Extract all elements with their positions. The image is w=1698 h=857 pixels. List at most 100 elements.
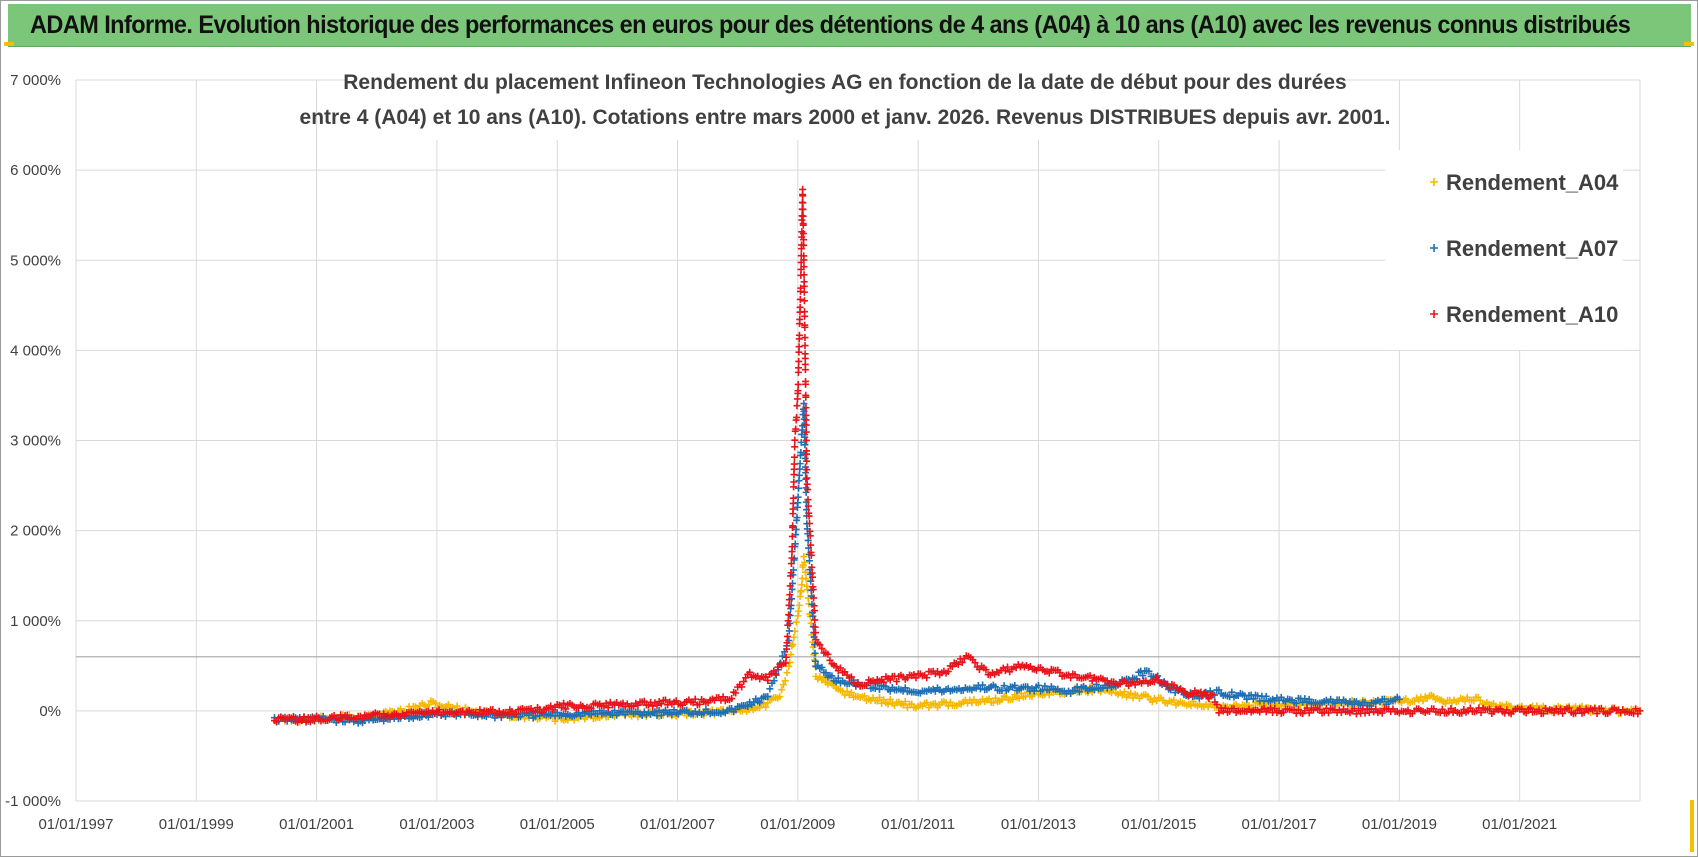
data-point: [1526, 704, 1534, 712]
x-tick-label: 01/01/2007: [640, 816, 715, 833]
data-point: [1430, 310, 1438, 318]
data-point: [453, 702, 461, 710]
data-point: [495, 707, 503, 715]
data-point: [562, 705, 570, 713]
data-point: [804, 502, 812, 510]
title-background: [345, 62, 1345, 140]
data-point: [1001, 667, 1009, 675]
data-point: [770, 677, 778, 685]
data-point: [991, 683, 999, 691]
data-point: [1139, 672, 1147, 680]
data-point: [1419, 697, 1427, 705]
data-point: [449, 703, 457, 711]
data-point: [884, 700, 892, 708]
data-point: [1075, 688, 1083, 696]
data-point: [793, 402, 801, 410]
data-point: [1466, 704, 1474, 712]
data-point: [875, 694, 883, 702]
data-point: [611, 707, 619, 715]
data-point: [785, 611, 793, 619]
data-point: [810, 607, 818, 615]
data-point: [799, 212, 807, 220]
data-point: [971, 659, 979, 667]
data-point: [1067, 674, 1075, 682]
legend-label: Rendement_A04: [1446, 170, 1619, 195]
data-point: [787, 651, 795, 659]
data-point: [728, 695, 736, 703]
plot-series: [271, 185, 1644, 727]
data-point: [854, 679, 862, 687]
data-point: [799, 192, 807, 200]
data-point: [334, 716, 342, 724]
y-axis-ticks: -1 000% 0% 1 000% 2 000% 3 000% 4 000% 5 000% 6…: [5, 72, 61, 810]
data-point: [1636, 707, 1644, 715]
data-point: [300, 713, 308, 721]
data-point: [1041, 682, 1049, 690]
data-point: [1477, 709, 1485, 717]
data-point: [1430, 244, 1438, 252]
data-point: [1262, 692, 1270, 700]
data-point: [764, 692, 772, 700]
data-point: [818, 663, 826, 671]
data-point: [795, 364, 803, 372]
data-point: [790, 633, 798, 641]
data-point: [557, 703, 565, 711]
data-point: [662, 706, 670, 714]
data-point: [425, 701, 433, 709]
data-point: [954, 660, 962, 668]
data-point: [788, 585, 796, 593]
data-point: [786, 582, 794, 590]
x-tick-label: 01/01/2019: [1362, 816, 1437, 833]
data-point: [800, 407, 808, 415]
data-point: [1507, 702, 1515, 710]
x-tick-label: 01/01/2001: [279, 816, 354, 833]
data-point: [1189, 690, 1197, 698]
data-point: [790, 453, 798, 461]
data-point: [944, 667, 952, 675]
data-point: [1045, 669, 1053, 677]
data-point: [804, 486, 812, 494]
data-point: [806, 519, 814, 527]
series-Rendement_A04: [271, 553, 1644, 726]
data-point: [341, 718, 349, 726]
data-point: [719, 693, 727, 701]
data-point: [796, 295, 804, 303]
data-point: [1632, 705, 1640, 713]
data-point: [809, 612, 817, 620]
data-point: [958, 658, 966, 666]
data-point: [762, 703, 770, 711]
data-point: [899, 701, 907, 709]
data-point: [306, 718, 314, 726]
data-point: [805, 512, 813, 520]
data-point: [1150, 678, 1158, 686]
data-point: [1271, 705, 1279, 713]
data-point: [797, 438, 805, 446]
data-point: [778, 686, 786, 694]
data-point: [801, 366, 809, 374]
y-tick-label: 6 000%: [10, 162, 61, 179]
data-point: [847, 689, 855, 697]
x-tick-label: 01/01/2011: [881, 816, 955, 833]
data-point: [1522, 709, 1530, 717]
data-point: [795, 331, 803, 339]
data-point: [1030, 687, 1038, 695]
data-point: [779, 681, 787, 689]
data-point: [779, 652, 787, 660]
data-point: [803, 457, 811, 465]
data-point: [794, 493, 802, 501]
data-point: [834, 674, 842, 682]
data-point: [802, 475, 810, 483]
data-point: [772, 670, 780, 678]
data-point: [799, 221, 807, 229]
y-tick-label: 0%: [39, 703, 61, 720]
data-point: [804, 536, 812, 544]
data-point: [746, 668, 754, 676]
data-point: [1086, 672, 1094, 680]
legend-label: Rendement_A10: [1446, 302, 1618, 327]
data-point: [991, 694, 999, 702]
data-point: [547, 702, 555, 710]
data-point: [1145, 667, 1153, 675]
data-point: [750, 699, 758, 707]
x-tick-label: 01/01/2005: [520, 816, 595, 833]
data-point: [781, 677, 789, 685]
